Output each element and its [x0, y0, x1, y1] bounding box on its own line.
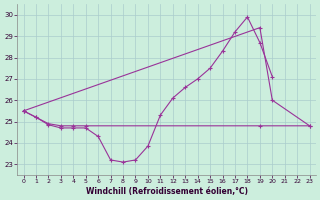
X-axis label: Windchill (Refroidissement éolien,°C): Windchill (Refroidissement éolien,°C) — [85, 187, 248, 196]
